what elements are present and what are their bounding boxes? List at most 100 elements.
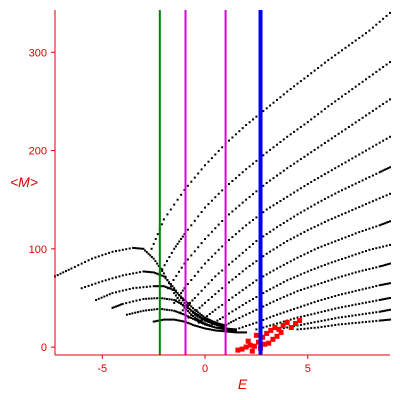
data-point <box>161 268 164 271</box>
data-point <box>252 193 254 196</box>
data-point <box>230 321 233 324</box>
data-point <box>371 285 374 288</box>
data-point <box>286 279 289 282</box>
data-point <box>70 267 73 270</box>
data-point <box>296 234 299 237</box>
data-point <box>351 123 354 126</box>
series-13 <box>208 243 391 327</box>
data-point <box>239 346 245 352</box>
data-point <box>279 96 282 99</box>
data-point <box>253 332 259 338</box>
data-point <box>200 320 203 323</box>
data-point <box>108 278 111 281</box>
data-point <box>59 272 62 275</box>
data-point <box>365 149 367 152</box>
data-point <box>108 293 111 296</box>
data-point <box>358 37 361 39</box>
data-point <box>389 98 391 101</box>
data-point <box>245 198 248 201</box>
data-point <box>262 235 265 238</box>
data-point <box>380 298 383 301</box>
data-point <box>299 315 302 318</box>
data-point <box>192 311 194 314</box>
data-point <box>193 219 196 222</box>
data-point <box>80 287 83 290</box>
data-point <box>238 327 241 330</box>
data-point <box>210 328 213 331</box>
data-point <box>241 289 244 292</box>
data-point <box>337 239 340 241</box>
data-point <box>382 139 385 142</box>
data-point <box>235 347 241 353</box>
data-point <box>228 139 230 142</box>
data-point <box>303 304 306 307</box>
data-point <box>200 168 203 171</box>
data-point <box>241 270 244 273</box>
data-point <box>282 138 285 141</box>
data-point <box>236 331 239 334</box>
data-point <box>323 298 326 300</box>
data-point <box>262 326 265 329</box>
data-point <box>296 274 299 277</box>
data-point <box>216 329 218 332</box>
data-point <box>205 319 208 322</box>
data-point <box>210 255 213 258</box>
data-point <box>168 318 171 321</box>
data-point <box>272 177 275 180</box>
data-point <box>157 265 160 267</box>
data-point <box>288 325 294 330</box>
data-point <box>296 160 299 163</box>
data-point <box>310 269 313 272</box>
data-point <box>187 316 190 319</box>
data-point <box>272 323 275 326</box>
data-point <box>193 313 196 316</box>
data-point <box>354 271 357 274</box>
data-point <box>313 284 316 287</box>
data-point <box>344 315 347 318</box>
data-point <box>382 298 385 301</box>
data-point <box>164 277 167 280</box>
data-point <box>118 304 121 307</box>
data-point <box>202 315 205 318</box>
series-8 <box>167 98 391 290</box>
series-18 <box>296 318 391 331</box>
data-point <box>341 130 343 133</box>
data-point <box>341 49 343 52</box>
data-point <box>334 295 337 297</box>
data-point <box>313 179 316 181</box>
data-point <box>243 344 249 350</box>
data-point <box>156 285 159 288</box>
data-point <box>375 266 378 269</box>
data-point <box>375 247 378 250</box>
data-point <box>221 316 224 319</box>
data-point <box>198 316 201 319</box>
data-point <box>248 265 251 267</box>
data-point <box>289 165 292 167</box>
data-point <box>358 321 361 324</box>
data-point <box>207 319 210 322</box>
data-point <box>231 210 234 213</box>
data-point <box>228 299 230 301</box>
data-point <box>382 245 385 248</box>
data-point <box>190 314 193 317</box>
vertical-lines <box>158 10 263 355</box>
data-point <box>368 268 371 270</box>
data-point <box>306 327 309 330</box>
data-point <box>320 299 323 301</box>
data-point <box>313 301 316 304</box>
data-point <box>269 288 272 291</box>
data-point <box>135 299 138 302</box>
plot-marks <box>54 11 391 354</box>
data-point <box>178 294 181 297</box>
data-point <box>168 309 171 312</box>
data-point <box>269 324 272 327</box>
series-5 <box>152 318 248 334</box>
data-point <box>209 319 212 322</box>
data-point <box>207 160 210 163</box>
data-point <box>337 294 340 296</box>
data-point <box>138 286 141 289</box>
data-point <box>226 330 229 333</box>
data-point <box>317 224 320 227</box>
data-point <box>197 311 200 314</box>
data-point <box>354 303 357 306</box>
